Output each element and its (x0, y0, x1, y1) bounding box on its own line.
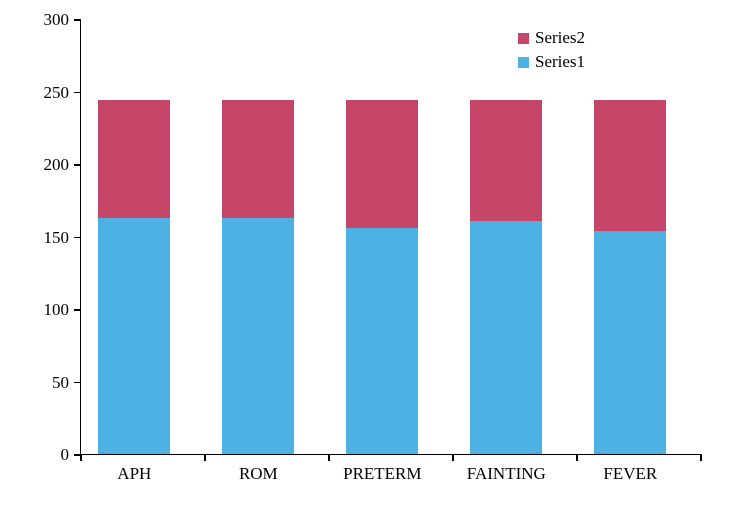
bar-segment (222, 218, 294, 454)
x-tick (452, 454, 454, 461)
legend-label: Series1 (535, 52, 585, 72)
y-tick-label: 150 (44, 228, 70, 248)
stacked-bar-chart: 0 50 100 150 200 250 300 APH ROM PRETERM FAINTING F… (0, 0, 732, 513)
x-tick (80, 454, 82, 461)
x-tick (576, 454, 578, 461)
legend-swatch (518, 33, 529, 44)
plot-area: 050100150200250300APHROMPRETERMFAINTINGF… (80, 20, 700, 455)
bar-segment (98, 218, 170, 454)
legend-label: Series2 (535, 28, 585, 48)
y-tick-label: 100 (44, 300, 70, 320)
y-tick-label: 50 (52, 373, 69, 393)
legend-item: Series1 (518, 52, 585, 72)
x-tick-label: ROM (239, 464, 278, 484)
x-tick-label: APH (117, 464, 151, 484)
bar-segment (470, 100, 542, 220)
bar-segment (346, 228, 418, 454)
x-tick (700, 454, 702, 461)
y-tick-label: 200 (44, 155, 70, 175)
bar-segment (98, 100, 170, 217)
x-tick (204, 454, 206, 461)
legend: Series2 Series1 (518, 28, 585, 76)
y-tick-label: 250 (44, 83, 70, 103)
x-tick-label: PRETERM (343, 464, 421, 484)
legend-swatch (518, 57, 529, 68)
bar-segment (594, 231, 666, 454)
y-tick-label: 300 (44, 10, 70, 30)
x-tick (328, 454, 330, 461)
bar-segment (222, 100, 294, 217)
bar-segment (346, 100, 418, 228)
y-tick-label: 0 (61, 445, 70, 465)
y-tick (74, 237, 81, 239)
y-tick (74, 92, 81, 94)
bar-segment (594, 100, 666, 231)
bar-segment (470, 221, 542, 454)
y-tick (74, 164, 81, 166)
y-tick (74, 309, 81, 311)
x-tick-label: FAINTING (467, 464, 546, 484)
legend-item: Series2 (518, 28, 585, 48)
y-tick (74, 382, 81, 384)
y-tick (74, 19, 81, 21)
x-tick-label: FEVER (603, 464, 657, 484)
